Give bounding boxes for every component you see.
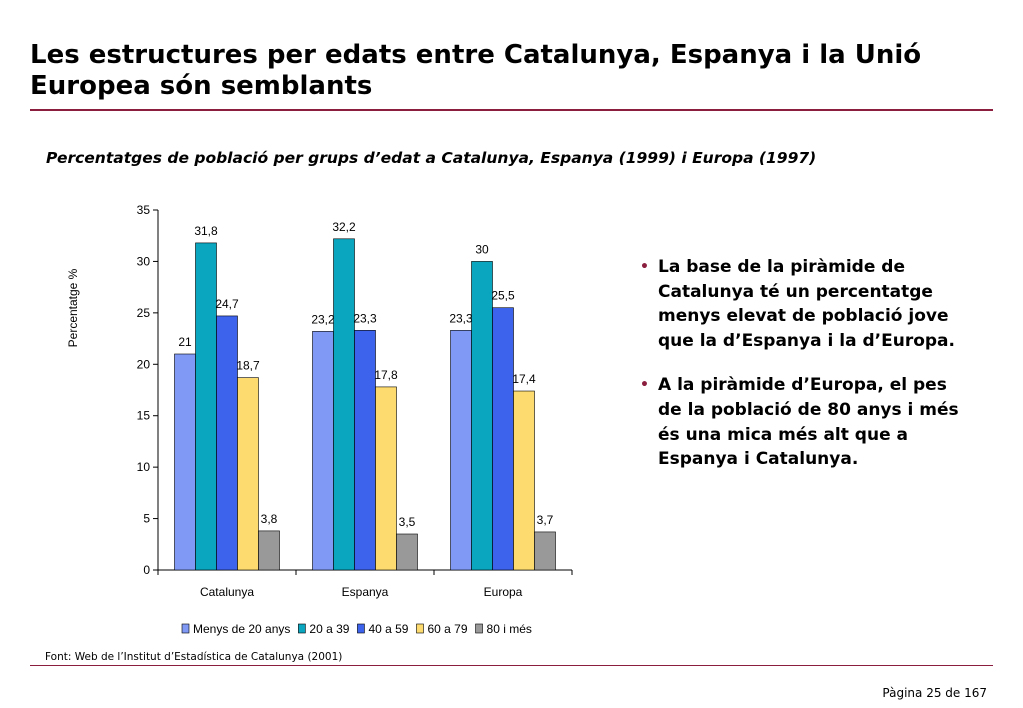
y-tick-label: 35 (137, 203, 151, 217)
y-axis-title: Percentatge % (66, 268, 80, 347)
y-tick-label: 15 (137, 409, 151, 423)
legend-swatch (298, 623, 306, 634)
chart-subtitle: Percentatges de població per grups d’eda… (46, 149, 817, 167)
bullet-item: • La base de la piràmide de Catalunya té… (640, 255, 970, 353)
bar (237, 377, 259, 571)
data-label: 25,5 (491, 289, 515, 303)
bullet-text: A la piràmide d’Europa, el pes de la pob… (658, 375, 959, 470)
data-label: 18,7 (236, 359, 260, 373)
bar (258, 530, 280, 571)
data-label: 23,3 (449, 311, 473, 325)
legend-label: 20 a 39 (309, 622, 349, 636)
y-tick-label: 30 (137, 254, 151, 268)
y-tick-label: 20 (137, 357, 151, 371)
data-label: 3,7 (537, 513, 554, 527)
data-label: 21 (178, 335, 192, 349)
data-label: 3,5 (399, 515, 416, 529)
legend-swatch (416, 623, 424, 634)
data-label: 24,7 (215, 297, 239, 311)
bar (333, 238, 355, 571)
bar (195, 242, 217, 571)
bar (534, 531, 556, 571)
legend-label: 80 i més (487, 622, 532, 636)
bullet-item: • A la piràmide d’Europa, el pes de la p… (640, 373, 970, 471)
bar (396, 533, 418, 571)
bar (471, 261, 493, 571)
data-label: 3,8 (261, 512, 278, 526)
bar (513, 390, 535, 571)
title-divider (30, 109, 993, 111)
bar (312, 331, 334, 571)
legend-label: Menys de 20 anys (193, 622, 290, 636)
bullet-dot-icon: • (640, 259, 649, 275)
bar (375, 386, 397, 571)
data-label: 23,3 (353, 311, 377, 325)
bullet-list: • La base de la piràmide de Catalunya té… (640, 255, 970, 492)
bar (174, 353, 196, 571)
legend-swatch (475, 623, 483, 634)
page-title: Les estructures per edats entre Cataluny… (30, 40, 922, 101)
legend-label: 60 a 79 (427, 622, 467, 636)
y-tick-label: 5 (143, 512, 150, 526)
data-label: 17,4 (512, 372, 536, 386)
data-label: 31,8 (194, 224, 218, 238)
x-tick-label: Espanya (342, 585, 389, 599)
y-tick-label: 25 (137, 306, 151, 320)
data-label: 30 (475, 242, 489, 256)
legend-swatch (181, 623, 190, 634)
legend-label: 40 a 59 (368, 622, 408, 636)
data-label: 32,2 (332, 220, 356, 234)
bar (216, 315, 238, 571)
y-tick-label: 10 (137, 460, 151, 474)
bar (492, 307, 514, 571)
bullet-dot-icon: • (640, 377, 649, 394)
source-note: Font: Web de l’Institut d’Estadística de… (45, 651, 343, 663)
data-label: 17,8 (374, 368, 398, 382)
data-label: 23,2 (311, 312, 335, 326)
bar (450, 330, 472, 571)
y-tick-label: 0 (143, 563, 150, 577)
page-number: Pàgina 25 de 167 (882, 686, 987, 700)
bar (354, 330, 376, 571)
legend-swatch (357, 623, 365, 634)
x-tick-label: Catalunya (200, 585, 254, 599)
bullet-text: La base de la piràmide de Catalunya té u… (658, 257, 955, 351)
x-tick-label: Europa (484, 585, 523, 599)
footer-divider (30, 665, 993, 666)
